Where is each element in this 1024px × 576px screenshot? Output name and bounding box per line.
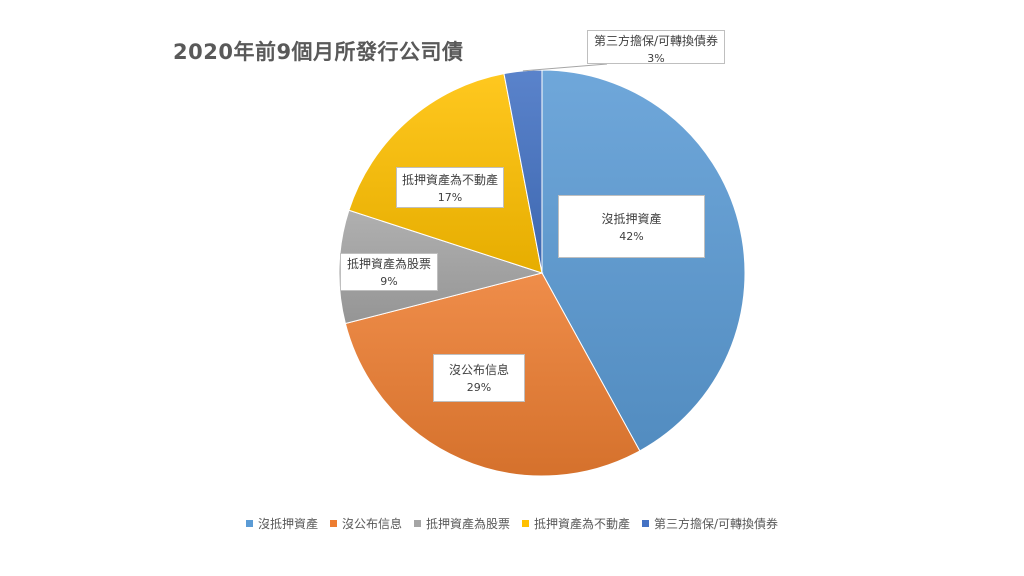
chart-legend: 沒抵押資產 沒公布信息 抵押資產為股票 抵押資產為不動產 第三方擔保/可轉換債券 xyxy=(0,515,1024,532)
legend-item-third-party-guarantee: 第三方擔保/可轉換債券 xyxy=(642,515,778,532)
legend-item-stock-collateral: 抵押資產為股票 xyxy=(413,515,510,532)
leader-line-third-party-guarantee xyxy=(522,63,608,72)
data-label-no-collateral: 沒抵押資產 42% xyxy=(558,195,705,258)
data-label-name: 抵押資產為股票 xyxy=(346,257,431,271)
data-label-stock-collateral: 抵押資產為股票 9% xyxy=(340,253,438,291)
data-label-name: 沒公布信息 xyxy=(448,363,509,377)
legend-item-undisclosed: 沒公布信息 xyxy=(329,515,402,532)
legend-label: 沒公布信息 xyxy=(341,517,402,531)
legend-swatch xyxy=(245,520,253,527)
legend-label: 抵押資產為股票 xyxy=(425,517,510,531)
legend-swatch xyxy=(521,520,529,527)
data-label-name: 抵押資產為不動產 xyxy=(401,173,498,187)
data-label-name: 沒抵押資產 xyxy=(601,212,662,226)
data-label-name: 第三方擔保/可轉換債券 xyxy=(593,34,719,48)
chart-title: 2020年前9個月所發行公司債 xyxy=(173,40,464,64)
data-label-third-party-guarantee: 第三方擔保/可轉換債券 3% xyxy=(587,30,725,65)
data-label-percent: 29% xyxy=(466,381,492,394)
data-label-undisclosed: 沒公布信息 29% xyxy=(433,354,525,402)
data-label-percent: 3% xyxy=(647,52,665,65)
legend-label: 第三方擔保/可轉換債券 xyxy=(654,517,779,531)
legend-swatch xyxy=(642,520,649,527)
legend-item-real-estate-collateral: 抵押資產為不動產 xyxy=(521,515,630,532)
legend-swatch xyxy=(329,520,337,527)
legend-swatch xyxy=(413,520,421,527)
data-label-percent: 42% xyxy=(619,230,644,243)
legend-item-no-collateral: 沒抵押資產 xyxy=(245,515,318,532)
data-label-percent: 17% xyxy=(437,191,463,204)
data-label-real-estate-collateral: 抵押資產為不動產 17% xyxy=(396,167,504,208)
pie-slice-no-collateral xyxy=(541,69,746,452)
legend-label: 沒抵押資產 xyxy=(257,517,318,531)
pie-slice-stock-collateral xyxy=(338,209,544,325)
data-label-percent: 9% xyxy=(380,275,398,288)
legend-label: 抵押資產為不動產 xyxy=(533,517,630,531)
